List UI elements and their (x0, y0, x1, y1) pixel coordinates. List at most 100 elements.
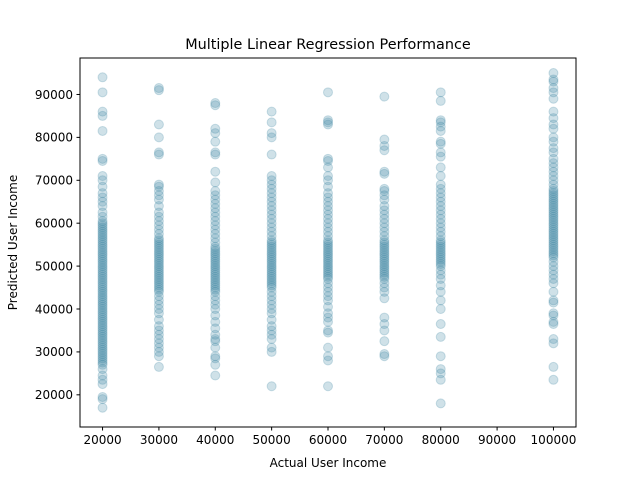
data-point (97, 170, 108, 181)
data-point (97, 351, 108, 362)
data-point (266, 179, 277, 190)
data-point (435, 254, 446, 265)
data-point (210, 271, 221, 282)
data-point (548, 162, 559, 173)
data-point (97, 316, 108, 327)
data-point (97, 228, 108, 239)
data-point (379, 134, 390, 145)
data-point (435, 304, 446, 315)
data-point (548, 68, 559, 79)
data-point (210, 100, 221, 111)
data-point (153, 194, 164, 205)
data-point (266, 239, 277, 250)
data-point (97, 110, 108, 121)
data-point (548, 211, 559, 222)
data-point (153, 261, 164, 272)
data-point (435, 183, 446, 194)
data-point (97, 192, 108, 203)
data-point (266, 222, 277, 233)
data-point (435, 237, 446, 248)
data-point (97, 297, 108, 308)
data-point (548, 250, 559, 261)
data-point (153, 179, 164, 190)
data-point (435, 295, 446, 306)
data-point (210, 248, 221, 259)
data-point (323, 269, 333, 280)
data-point (435, 201, 446, 212)
x-tick-label: 40000 (196, 433, 234, 447)
data-point (97, 269, 108, 280)
data-point (266, 250, 277, 261)
data-point (266, 278, 277, 289)
data-point (323, 115, 333, 126)
data-point (266, 132, 277, 143)
data-point (323, 248, 333, 259)
data-point (548, 83, 559, 94)
data-point (210, 194, 221, 205)
x-tick-label: 20000 (83, 433, 121, 447)
data-point (97, 207, 108, 218)
data-point (323, 355, 333, 366)
data-point (548, 207, 559, 218)
data-point (97, 220, 108, 231)
data-point (97, 252, 108, 263)
data-point (97, 308, 108, 319)
data-point (323, 205, 333, 216)
data-point (379, 258, 390, 269)
data-point (97, 276, 108, 287)
data-point (266, 237, 277, 248)
y-tick-label: 70000 (35, 174, 73, 188)
data-point (323, 278, 333, 289)
data-point (379, 166, 390, 177)
data-point (153, 295, 164, 306)
data-point (548, 209, 559, 220)
data-point (548, 235, 559, 246)
data-point (97, 211, 108, 222)
chart-title: Multiple Linear Regression Performance (185, 37, 471, 53)
data-point (210, 207, 221, 218)
data-point (266, 299, 277, 310)
data-point (153, 280, 164, 291)
data-point (210, 278, 221, 289)
data-point (266, 304, 277, 315)
data-point (323, 263, 333, 274)
data-point (379, 271, 390, 282)
data-point (548, 147, 559, 158)
data-point (379, 140, 390, 151)
data-point (548, 228, 559, 239)
data-point (153, 147, 164, 158)
data-point (97, 218, 108, 229)
data-point (379, 286, 390, 297)
data-point (435, 218, 446, 229)
data-point (153, 119, 164, 130)
data-point (435, 241, 446, 252)
data-point (548, 308, 559, 319)
data-point (266, 246, 277, 257)
data-point (153, 286, 164, 297)
data-point (97, 243, 108, 254)
data-point (379, 246, 390, 257)
data-point (153, 235, 164, 246)
data-point (210, 370, 221, 381)
data-point (323, 162, 333, 173)
data-point (379, 256, 390, 267)
data-point (210, 359, 221, 370)
data-point (153, 276, 164, 287)
data-point (548, 246, 559, 257)
data-point (210, 216, 221, 227)
data-point (97, 312, 108, 323)
data-point (97, 175, 108, 186)
data-point (323, 312, 333, 323)
data-point (210, 316, 221, 327)
data-point (210, 263, 221, 274)
data-point (97, 353, 108, 364)
data-point (266, 314, 277, 325)
data-point (435, 239, 446, 250)
data-point (153, 207, 164, 218)
data-point (435, 256, 446, 267)
data-point (266, 267, 277, 278)
data-point (323, 256, 333, 267)
data-point (153, 321, 164, 332)
